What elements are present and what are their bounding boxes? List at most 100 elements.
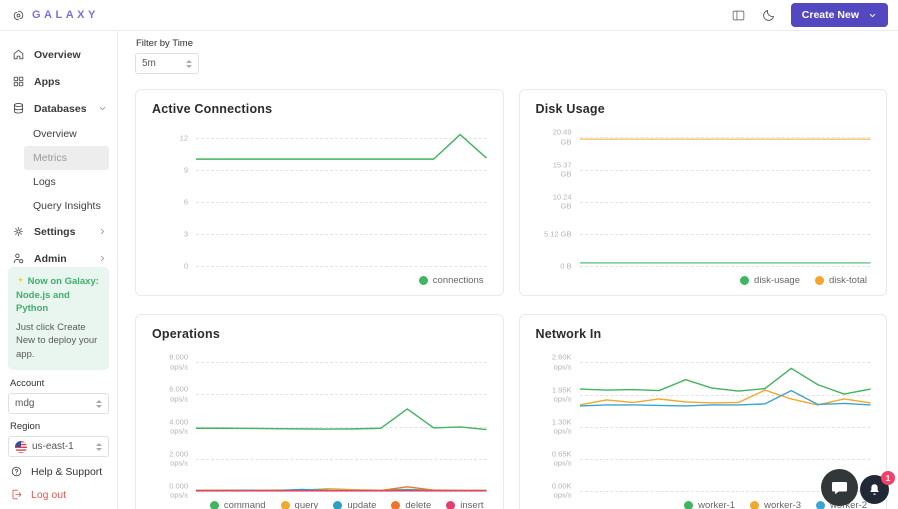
legend-label: disk-total [828, 275, 867, 286]
sidebar-item-databases[interactable]: Databases [0, 95, 117, 122]
sidebar-item-label: Admin [34, 252, 67, 265]
legend-label: worker-2 [830, 500, 867, 509]
sidebar-subitem-db-query-insights[interactable]: Query Insights [33, 200, 101, 212]
legend-item-update[interactable]: update [333, 500, 376, 509]
legend-label: update [347, 500, 377, 509]
apps-grid-icon [13, 76, 24, 87]
y-axis-tick-label: 0.65K ops/s [551, 449, 572, 468]
chart-card-active-connections: Active Connections 12 9 6 3 0 connections [135, 89, 504, 296]
chart-title: Operations [152, 327, 220, 341]
y-axis-tick-label: 4.000 ops/s [169, 417, 188, 436]
home-icon [13, 49, 24, 60]
sidebar: Overview Apps Databases Overview Metrics… [0, 31, 118, 509]
legend-item-delete[interactable]: delete [391, 500, 431, 509]
sidebar-subitem-db-metrics[interactable]: Metrics [24, 146, 109, 170]
legend-item-disk-total[interactable]: disk-total [814, 275, 867, 286]
chart-series-svg [580, 126, 871, 266]
panel-toggle-icon[interactable] [731, 8, 746, 23]
gridline [196, 266, 487, 267]
legend-item-insert[interactable]: insert [446, 500, 484, 509]
chart-series-svg [196, 126, 487, 266]
legend-label: connections [432, 275, 484, 286]
y-axis-tick-label: 6.000 ops/s [169, 385, 188, 404]
chevron-right-icon [101, 228, 104, 235]
y-axis-tick-label: 2.000 ops/s [169, 449, 188, 468]
us-flag-icon [15, 440, 27, 453]
y-axis-tick-label: 8.000 ops/s [169, 352, 188, 372]
series-line-worker-3 [580, 390, 871, 405]
y-axis-tick-label: 0.00K ops/s [551, 481, 572, 500]
help-icon [11, 466, 22, 477]
y-axis-tick-label: 2.60K ops/s [551, 353, 572, 372]
sidebar-item-apps[interactable]: Apps [0, 68, 117, 95]
sidebar-subitem-db-overview[interactable]: Overview [33, 128, 77, 140]
account-value: mdg [15, 398, 35, 409]
legend-swatch-query [280, 501, 290, 509]
bell-icon [870, 484, 879, 495]
logout-icon [12, 489, 22, 500]
legend-item-connections[interactable]: connections [418, 275, 484, 286]
legend-swatch-connections [418, 276, 428, 285]
sidebar-subitem-db-logs[interactable]: Logs [33, 176, 56, 188]
chevron-down-icon [99, 107, 106, 110]
chart-title: Active Connections [152, 102, 273, 116]
chart-plot-area [579, 351, 871, 492]
region-select[interactable]: us-east-1 [8, 436, 109, 457]
series-line-worker-2 [580, 391, 871, 406]
region-value: us-east-1 [32, 441, 74, 452]
logout-link[interactable]: Log out [8, 481, 109, 504]
sidebar-item-label: Apps [34, 75, 61, 88]
galaxy-logo-icon [13, 10, 24, 20]
legend-swatch-delete [391, 501, 401, 509]
legend-swatch-worker-2 [816, 501, 826, 509]
chat-bubble-icon [831, 481, 848, 495]
legend-swatch-command [209, 501, 219, 509]
chart-series-svg [196, 351, 487, 491]
gear-icon [14, 227, 23, 236]
chart-title: Disk Usage [535, 102, 605, 116]
select-stepper-icon [96, 442, 102, 451]
legend-label: command [223, 500, 266, 509]
legend-swatch-worker-1 [684, 501, 694, 509]
gridline [196, 394, 487, 396]
y-axis-tick-label: 5.12 GB [543, 229, 572, 239]
legend-item-worker-2[interactable]: worker-2 [816, 500, 867, 509]
time-filter-select[interactable]: 5m [135, 53, 199, 74]
chart-card-operations: Operations 8.000 ops/s 6.000 ops/s 4.000 o… [135, 314, 504, 509]
top-header: GALAXY Create New [0, 0, 898, 31]
legend-item-query[interactable]: query [280, 500, 318, 509]
dark-mode-moon-icon[interactable] [761, 8, 776, 23]
gridline [196, 426, 487, 428]
legend-item-worker-1[interactable]: worker-1 [684, 500, 735, 509]
sidebar-item-admin[interactable]: Admin [0, 245, 117, 272]
legend-item-worker-3[interactable]: worker-3 [750, 500, 801, 509]
gridline [579, 394, 870, 396]
chevron-right-icon [101, 255, 104, 262]
help-support-link[interactable]: Help & Support [8, 457, 109, 481]
chat-support-button[interactable] [821, 469, 858, 506]
account-select[interactable]: mdg [8, 393, 109, 414]
legend-label: worker-3 [764, 500, 802, 509]
sidebar-item-overview[interactable]: Overview [0, 41, 117, 68]
brand-name: GALAXY [32, 9, 99, 21]
y-axis-tick-label: 0 B [560, 261, 572, 271]
brand-logo[interactable]: GALAXY [12, 9, 99, 22]
sidebar-item-label: Databases [34, 102, 87, 115]
legend-item-command[interactable]: command [209, 500, 266, 509]
gridline [196, 137, 487, 139]
gridline [196, 362, 487, 364]
select-stepper-icon [96, 399, 102, 408]
y-axis-tick-label: 1.95K ops/s [551, 385, 572, 404]
legend-swatch-worker-3 [750, 501, 760, 509]
y-axis-tick-label: 20.49 GB [552, 127, 572, 147]
account-label: Account [10, 378, 45, 389]
create-new-button[interactable]: Create New [790, 3, 888, 27]
y-axis-tick-label: 3 [183, 229, 188, 239]
notifications-button[interactable]: 1 [860, 471, 895, 504]
notification-badge: 1 [881, 471, 895, 485]
legend-item-disk-usage[interactable]: disk-usage [740, 275, 800, 286]
gridline [579, 137, 870, 139]
sidebar-item-settings[interactable]: Settings [0, 218, 117, 245]
series-line-command [196, 409, 487, 430]
legend-swatch-disk-usage [740, 276, 750, 285]
